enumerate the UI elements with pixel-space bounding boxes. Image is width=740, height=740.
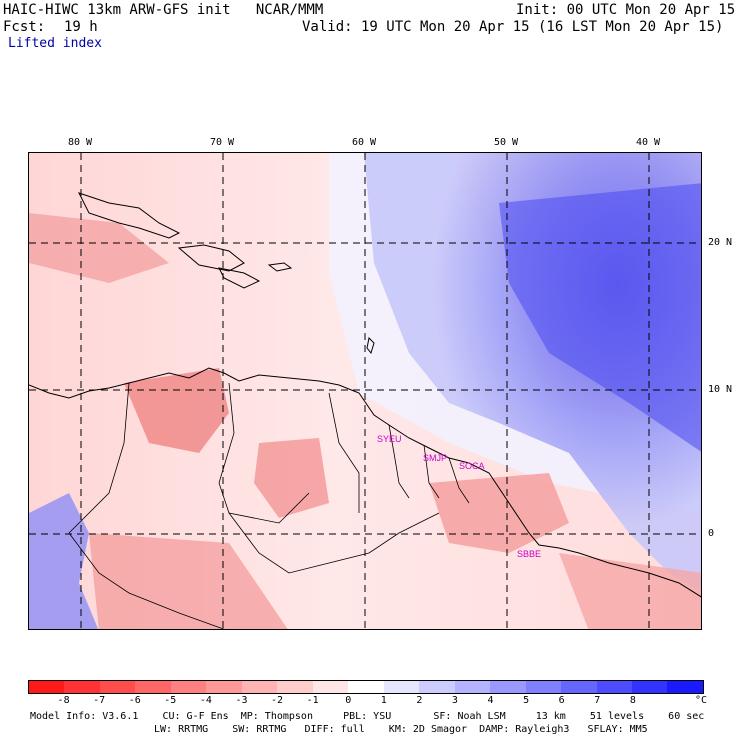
colorbar-tick-label: 2 xyxy=(416,695,423,706)
colorbar-tick-label: 5 xyxy=(523,695,530,706)
colorbar-swatch xyxy=(64,681,100,693)
colorbar-tick-label: 6 xyxy=(558,695,565,706)
model-info-line2: LW: RRTMG SW: RRTMG DIFF: full KM: 2D Sm… xyxy=(154,724,648,735)
lifted-index-map: SYEU SMJP SOCA SBBE xyxy=(28,152,702,630)
very-stable-region xyxy=(499,183,701,452)
colorbar xyxy=(28,680,704,694)
colorbar-swatch xyxy=(596,681,632,693)
colorbar-tick-label: 1 xyxy=(380,695,387,706)
valid-time: Valid: 19 UTC Mon 20 Apr 15 (16 LST Mon … xyxy=(302,19,724,35)
forecast-hour: 19 h xyxy=(64,19,98,35)
colorbar-swatch xyxy=(135,681,171,693)
colorbar-tick-label: -7 xyxy=(93,695,106,706)
colorbar-unit: °C xyxy=(695,695,708,706)
lon-label-80w: 80 W xyxy=(68,137,93,148)
colorbar-tick-label: 8 xyxy=(629,695,636,706)
colorbar-tick-label: 3 xyxy=(451,695,458,706)
station-sbbe: SBBE xyxy=(517,549,541,559)
unstable-patch-venezuela xyxy=(124,368,229,453)
unstable-patch-east xyxy=(559,553,701,629)
lon-label-60w: 60 W xyxy=(352,137,377,148)
station-syeu: SYEU xyxy=(377,434,402,444)
colorbar-swatch xyxy=(454,681,491,693)
lat-label-20n: 20 N xyxy=(708,237,733,248)
colorbar-swatch xyxy=(383,681,420,693)
lon-label-70w: 70 W xyxy=(210,137,235,148)
colorbar-tick-label: 4 xyxy=(487,695,494,706)
lon-label-40w: 40 W xyxy=(636,137,661,148)
station-soca: SOCA xyxy=(459,461,485,471)
colorbar-tick-label: 0 xyxy=(345,695,352,706)
map-title: HAIC-HIWC 13km ARW-GFS init NCAR/MMM xyxy=(3,2,324,18)
map-canvas: SYEU SMJP SOCA SBBE xyxy=(29,153,701,629)
colorbar-tick-label: -8 xyxy=(57,695,70,706)
unstable-patch-caribbean xyxy=(29,213,169,283)
init-time: Init: 00 UTC Mon 20 Apr 15 xyxy=(516,2,736,18)
colorbar-swatch xyxy=(99,681,136,693)
colorbar-swatch xyxy=(667,681,703,693)
colorbar-tick-label: -2 xyxy=(271,695,284,706)
unstable-patch-amazon xyxy=(89,533,288,629)
colorbar-tick-label: -3 xyxy=(235,695,248,706)
colorbar-tick-label: -4 xyxy=(199,695,212,706)
colorbar-swatch xyxy=(631,681,668,693)
colorbar-swatch xyxy=(348,681,384,693)
colorbar-swatch xyxy=(490,681,526,693)
lat-label-0: 0 xyxy=(708,528,715,539)
colorbar-tick-label: -5 xyxy=(164,695,177,706)
colorbar-tick-label: -6 xyxy=(128,695,141,706)
colorbar-swatch xyxy=(561,681,597,693)
country-borders xyxy=(68,382,470,629)
colorbar-swatch xyxy=(277,681,313,693)
unstable-patch-guyana xyxy=(254,438,329,518)
field-name: Lifted index xyxy=(8,36,102,51)
colorbar-swatch xyxy=(241,681,278,693)
colorbar-swatch xyxy=(206,681,242,693)
colorbar-swatch xyxy=(29,681,65,693)
lat-lon-grid xyxy=(29,153,701,629)
colorbar-tick-label: 7 xyxy=(594,695,601,706)
station-smjp: SMJP xyxy=(423,453,447,463)
colorbar-tick-label: -1 xyxy=(306,695,319,706)
lon-label-50w: 50 W xyxy=(494,137,519,148)
colorbar-swatch xyxy=(525,681,562,693)
lat-label-10n: 10 N xyxy=(708,384,733,395)
colorbar-swatch xyxy=(170,681,207,693)
model-info-line1: Model Info: V3.6.1 CU: G-F Ens MP: Thomp… xyxy=(30,711,705,722)
colorbar-swatch xyxy=(312,681,349,693)
colorbar-swatch xyxy=(419,681,455,693)
forecast-label: Fcst: xyxy=(3,19,46,35)
unstable-patch-brazil xyxy=(429,473,569,553)
